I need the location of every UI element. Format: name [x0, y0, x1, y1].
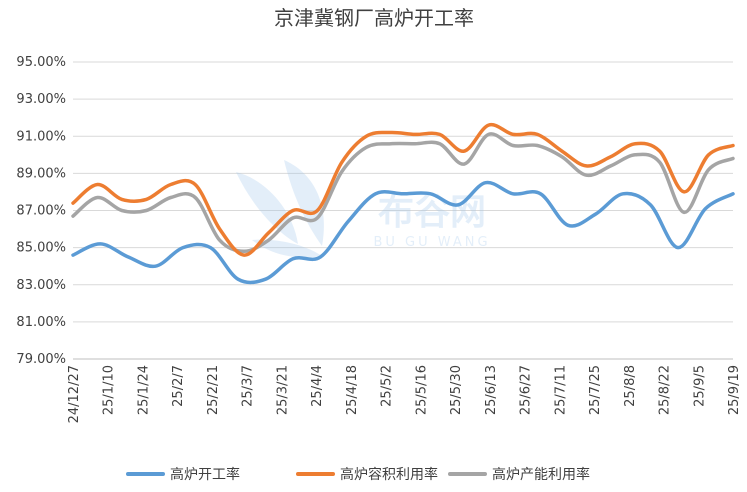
legend-label: 高炉产能利用率 [492, 466, 590, 483]
watermark-subtext: BU GU WANG [373, 235, 490, 250]
x-tick-label: 25/2/7 [171, 365, 186, 407]
y-tick-label: 83.00% [16, 278, 66, 293]
x-tick-label: 25/8/22 [658, 365, 673, 415]
x-tick-label: 25/9/5 [692, 365, 707, 407]
y-tick-label: 81.00% [16, 315, 66, 330]
x-tick-label: 25/5/30 [449, 365, 464, 415]
x-tick-label: 25/2/21 [206, 365, 221, 415]
y-tick-label: 85.00% [16, 241, 66, 256]
x-tick-label: 25/5/2 [380, 365, 395, 407]
legend-label: 高炉容积利用率 [340, 466, 438, 483]
series-line-2 [71, 132, 735, 254]
x-tick-label: 25/4/18 [345, 365, 360, 415]
series-layer [71, 122, 735, 285]
y-tick-label: 89.00% [16, 166, 66, 181]
x-tick-label: 25/6/27 [519, 365, 534, 415]
x-tick-label: 25/3/21 [275, 365, 290, 415]
x-tick-label: 25/6/13 [484, 365, 499, 415]
x-tick-label: 25/4/4 [310, 365, 325, 407]
x-tick-label: 25/1/24 [136, 365, 151, 415]
y-tick-label: 79.00% [16, 352, 66, 367]
x-tick-label: 25/3/7 [241, 365, 256, 407]
y-tick-label: 87.00% [16, 204, 66, 219]
watermark-wing-icon [284, 160, 324, 246]
chart-title: 京津冀钢厂高炉开工率 [274, 6, 474, 30]
x-tick-label: 25/8/8 [623, 365, 638, 407]
legend: 高炉开工率 高炉容积利用率 高炉产能利用率 [126, 466, 590, 483]
x-tick-label: 25/7/25 [588, 365, 603, 415]
x-tick-label: 25/1/10 [102, 365, 117, 415]
y-tick-label: 93.00% [16, 92, 66, 107]
x-tick-label: 24/12/27 [67, 365, 82, 423]
y-axis: 79.00% 81.00% 83.00% 85.00% 87.00% 89.00% 91.0… [16, 55, 66, 367]
x-tick-label: 25/5/16 [414, 365, 429, 415]
series-line-0 [71, 180, 735, 285]
y-tick-label: 91.00% [16, 129, 66, 144]
y-tick-label: 95.00% [16, 55, 66, 70]
series-line-1 [71, 122, 735, 257]
x-tick-label: 25/9/19 [727, 365, 742, 415]
x-tick-label: 25/7/11 [553, 365, 568, 415]
legend-label: 高炉开工率 [170, 466, 240, 483]
x-axis: 24/12/27 25/1/10 25/1/24 25/2/7 25/2/21 25/3/… [67, 365, 742, 423]
watermark-wing-icon [252, 239, 322, 258]
